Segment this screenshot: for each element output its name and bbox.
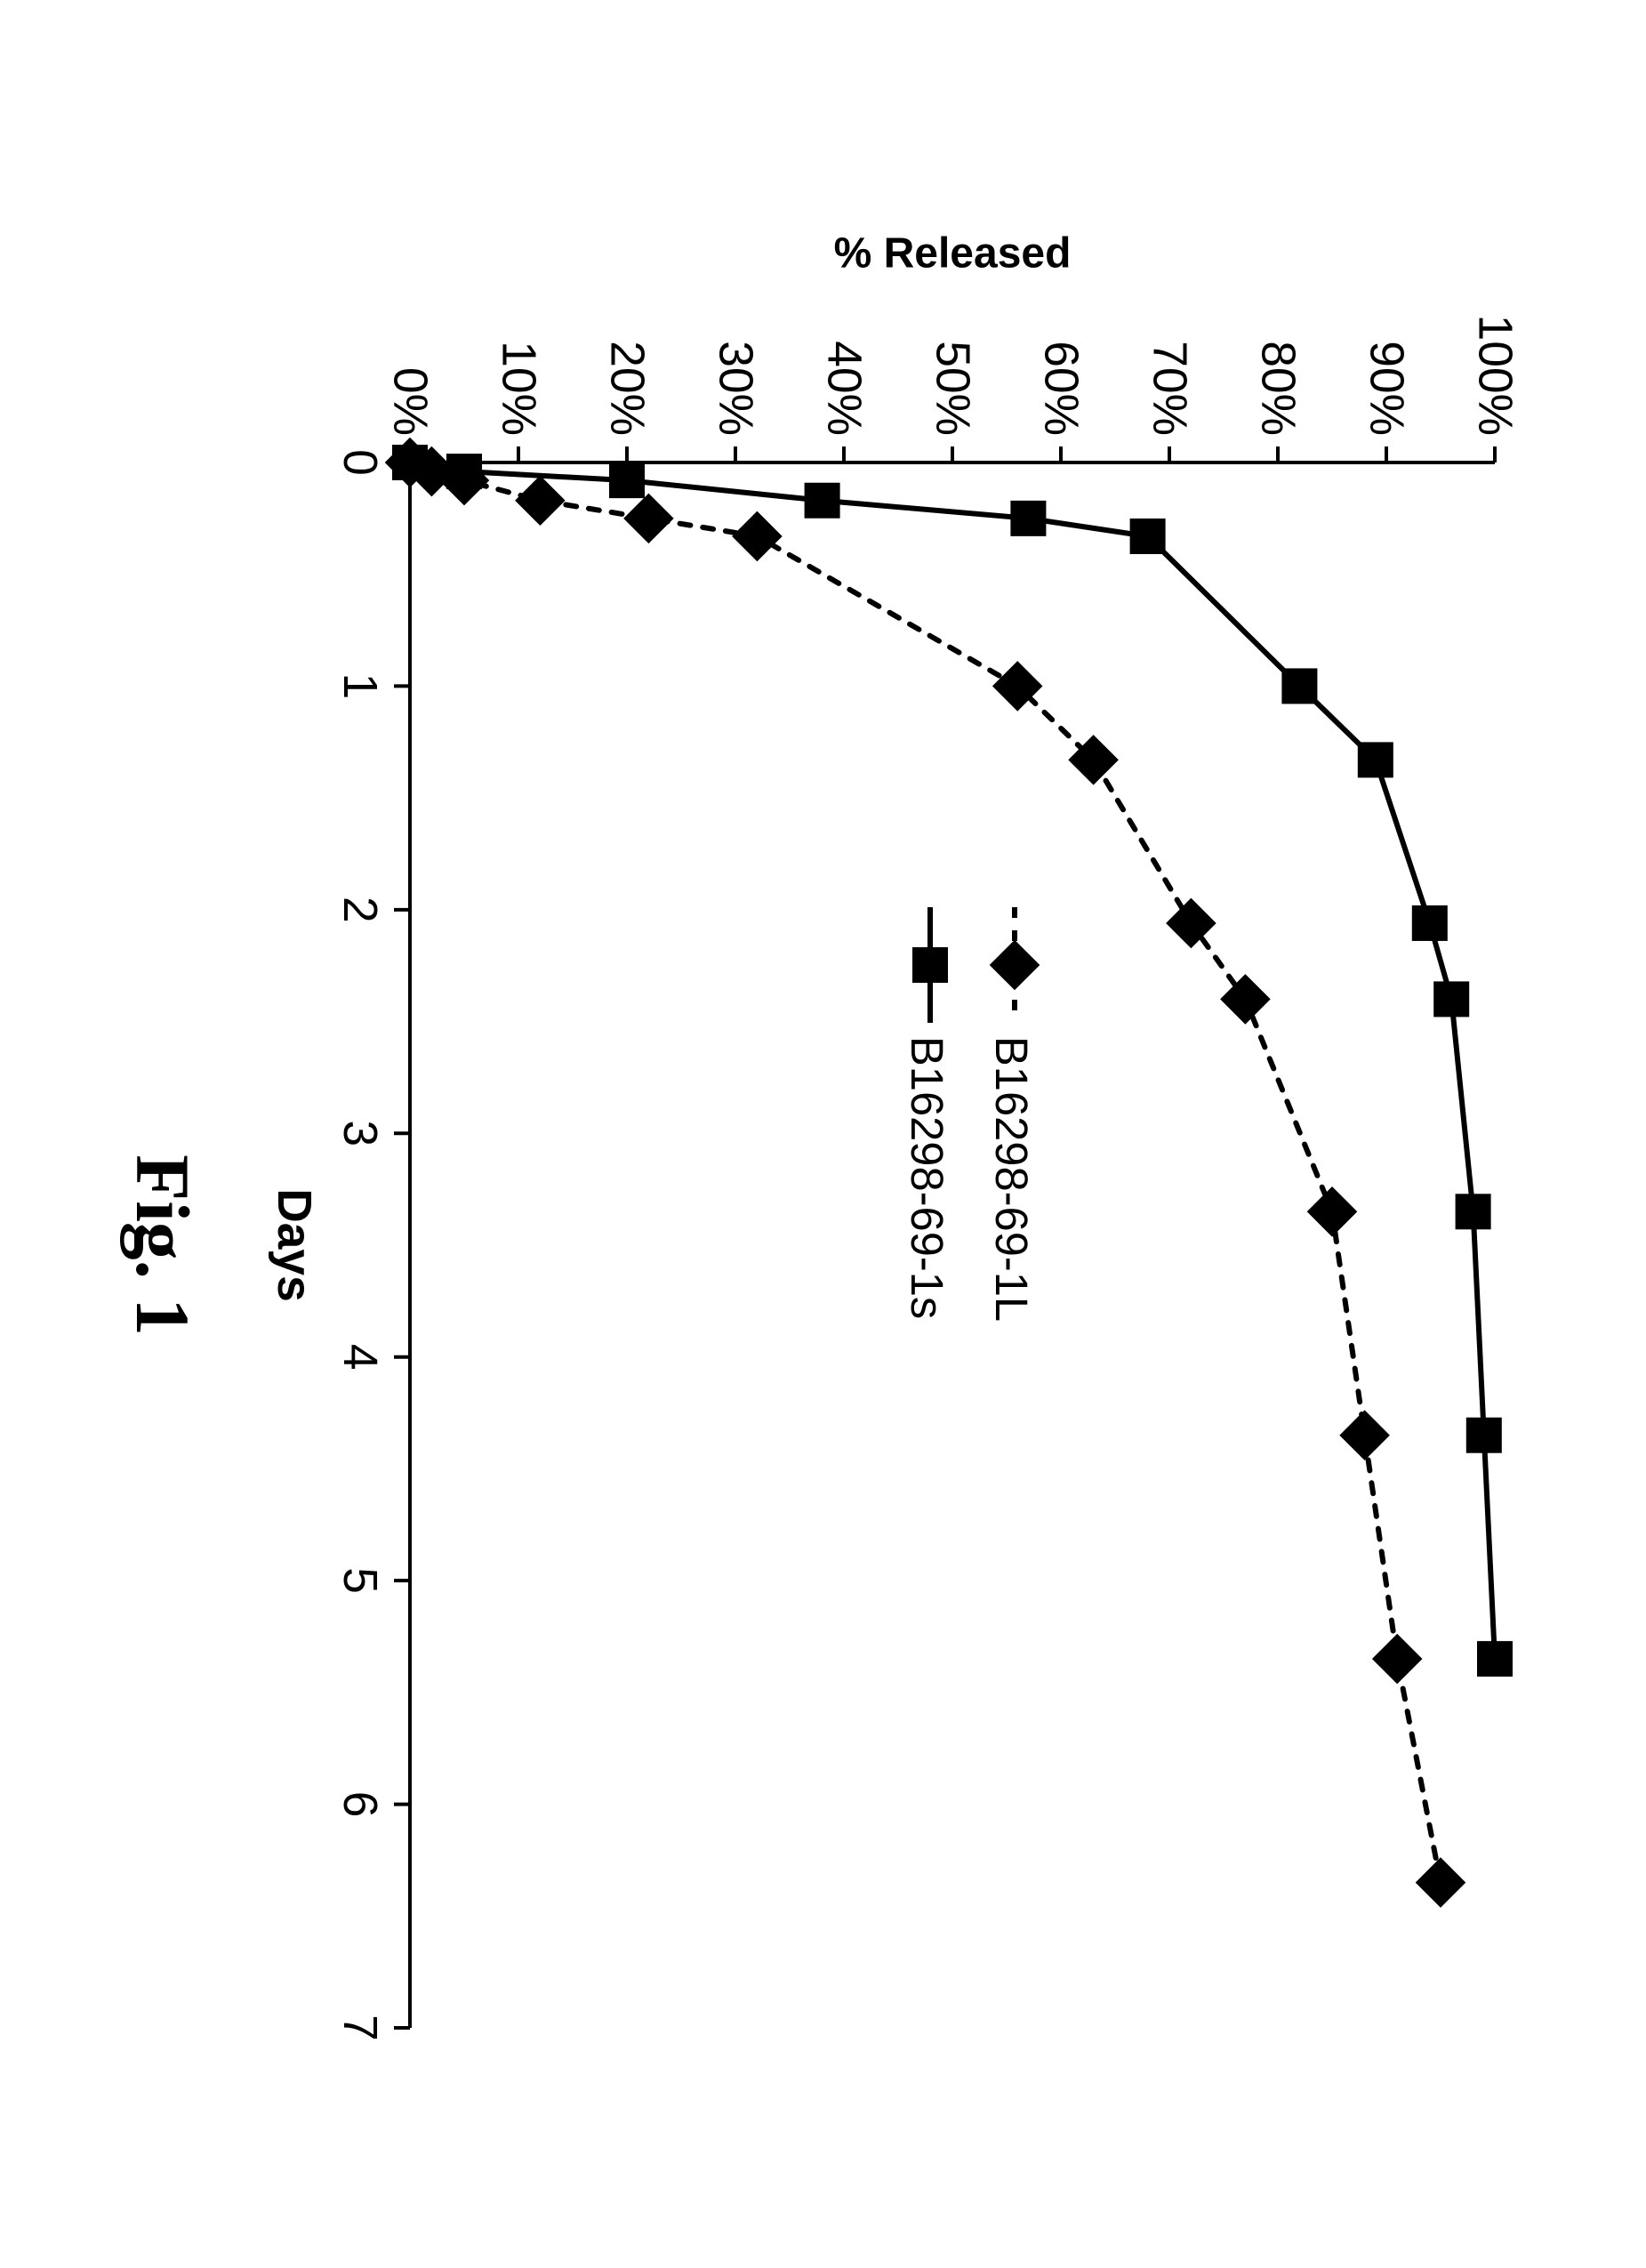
y-tick-label: 90%	[1360, 341, 1414, 436]
y-axis-title: % Released	[834, 229, 1072, 278]
y-tick-label: 70%	[1143, 341, 1197, 436]
y-tick-label: 30%	[709, 341, 763, 436]
y-tick-label: 40%	[817, 341, 871, 436]
series-1L-marker	[515, 475, 566, 526]
series-1s-marker	[1358, 742, 1393, 777]
page-root: % Released Days B16298-69-1L B16298-69-1s…	[0, 0, 1646, 2268]
x-tick-label: 5	[333, 1567, 387, 1594]
series-1L-marker	[1220, 974, 1271, 1025]
series-1L-marker	[1166, 898, 1216, 949]
x-tick-label: 3	[333, 1120, 387, 1146]
series-1s-marker	[1412, 905, 1448, 941]
x-tick-label: 4	[333, 1344, 387, 1371]
series-1s-marker	[1477, 1641, 1513, 1677]
series-1s-marker	[446, 454, 482, 489]
x-axis-title: Days	[267, 1188, 321, 1302]
legend-label: B16298-69-1L	[985, 1036, 1038, 1322]
y-tick-label: 10%	[492, 341, 546, 436]
series-1s-marker	[1281, 668, 1317, 704]
series-1L-marker	[1416, 1857, 1466, 1908]
y-tick-label: 50%	[926, 341, 980, 436]
x-tick-label: 7	[333, 2015, 387, 2041]
series-1s-marker	[1130, 519, 1166, 554]
legend-swatch	[988, 907, 1041, 1023]
series-1s-marker	[1456, 1194, 1491, 1229]
y-tick-label: 80%	[1251, 341, 1305, 436]
series-1L-marker	[1068, 735, 1119, 785]
series-1L-marker	[1307, 1186, 1358, 1237]
series-1L-marker	[1372, 1634, 1423, 1685]
y-tick-label: 0%	[383, 367, 438, 436]
series-1L-marker	[732, 511, 783, 562]
x-tick-label: 1	[333, 673, 387, 700]
y-tick-label: 60%	[1034, 341, 1088, 436]
y-tick-label: 20%	[600, 341, 654, 436]
x-tick-label: 2	[333, 897, 387, 923]
legend-label: B16298-69-1s	[901, 1036, 953, 1319]
series-1s-marker	[1466, 1418, 1502, 1453]
series-1s-marker	[1433, 981, 1469, 1017]
x-tick-label: 6	[333, 1791, 387, 1818]
y-tick-label: 100%	[1468, 315, 1522, 436]
series-1L-marker	[1339, 1410, 1390, 1460]
series-1s-marker	[392, 445, 428, 480]
series-1s-marker	[609, 462, 645, 498]
rotated-canvas: % Released Days B16298-69-1L B16298-69-1s…	[0, 0, 1646, 2268]
series-1s-marker	[805, 483, 840, 519]
series-1L-marker	[623, 494, 674, 544]
x-tick-label: 0	[333, 449, 387, 476]
legend: B16298-69-1L B16298-69-1s	[881, 907, 1050, 1459]
figure-caption: Fig. 1	[118, 1154, 205, 1336]
series-1s-marker	[1010, 501, 1046, 536]
legend-swatch	[903, 907, 957, 1023]
